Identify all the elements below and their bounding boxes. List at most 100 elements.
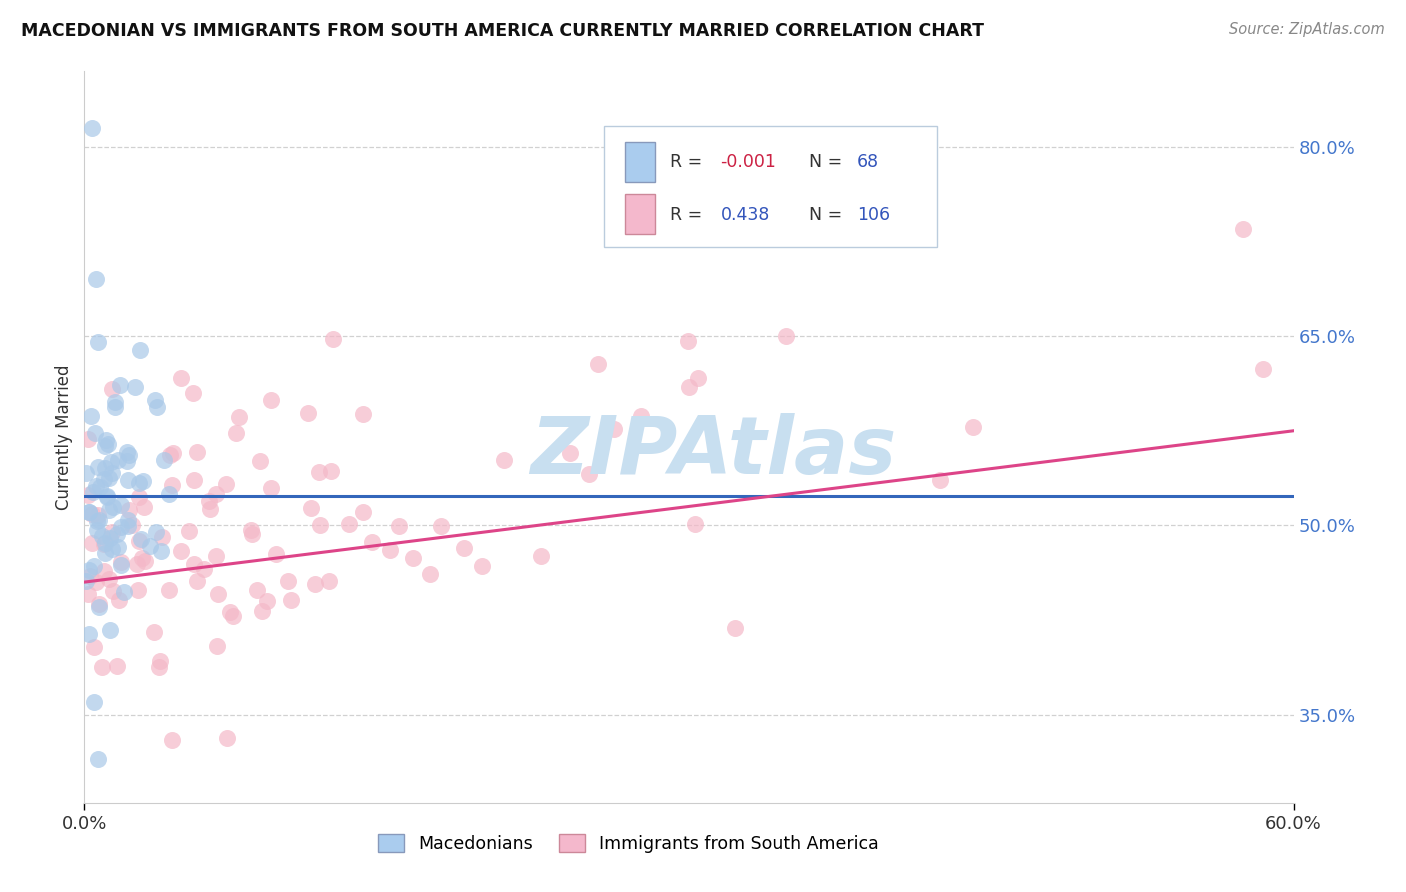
Point [280,593,302,607]
Point [419,566,441,581]
Point [101,466,124,480]
Point [215,477,238,491]
Text: Source: ZipAtlas.com: Source: ZipAtlas.com [1229,22,1385,37]
Point [198,493,221,508]
Point [240,527,263,541]
Point [205,487,228,501]
Point [602,422,624,436]
Text: ZIPAtlas: ZIPAtlas [530,413,896,491]
Point [402,551,425,566]
Point [80,536,103,550]
Point [107,453,129,467]
Point [128,534,150,549]
Point [929,473,952,487]
Point [260,481,283,495]
Point [352,408,374,422]
Point [149,544,172,558]
Point [77,626,100,640]
Point [129,343,152,357]
Text: 68: 68 [858,153,879,170]
Point [724,621,747,635]
Point [1232,222,1254,236]
Point [107,593,129,607]
Point [121,517,143,532]
Point [87,335,110,350]
Point [100,455,122,469]
Text: 0.438: 0.438 [720,206,769,224]
Point [105,658,128,673]
Point [297,406,319,420]
Point [83,559,105,574]
Point [77,505,100,519]
Point [93,472,115,486]
Point [240,524,263,538]
Point [309,517,332,532]
Point [124,380,146,394]
Point [125,557,148,571]
Point [157,582,180,597]
Point [103,395,125,409]
Point [388,518,411,533]
Point [94,535,117,549]
Point [1253,362,1275,376]
Point [110,555,132,569]
Point [218,605,240,619]
Point [256,594,278,608]
Text: R =: R = [669,153,707,170]
Point [110,520,132,534]
Legend: Macedonians, Immigrants from South America: Macedonians, Immigrants from South Ameri… [371,827,886,860]
Point [678,380,700,394]
Point [107,541,129,555]
Point [200,502,222,516]
Point [352,505,374,519]
Point [152,452,174,467]
Point [183,473,205,487]
FancyBboxPatch shape [605,126,936,247]
Point [98,503,121,517]
Point [75,574,97,589]
Point [84,426,107,441]
Point [101,542,124,557]
Y-axis label: Currently Married: Currently Married [55,364,73,510]
Point [143,393,166,408]
Point [110,378,132,392]
Point [361,534,384,549]
Point [159,448,181,462]
Point [87,460,110,475]
Point [96,491,118,505]
Text: -0.001: -0.001 [720,153,776,170]
Point [186,574,208,588]
Point [89,513,111,527]
Point [277,574,299,589]
Point [775,329,797,343]
Point [181,386,204,401]
Text: N =: N = [808,206,848,224]
Point [322,332,344,346]
Point [170,544,193,558]
Text: 106: 106 [858,206,890,224]
Point [79,569,101,583]
Point [82,121,104,136]
Point [186,444,208,458]
Point [94,433,117,447]
Point [97,470,120,484]
Point [157,487,180,501]
Point [170,370,193,384]
Point [90,529,112,543]
Point [225,426,247,441]
Point [118,449,141,463]
Point [630,409,652,423]
Point [101,583,124,598]
Point [160,478,183,492]
Point [103,500,125,515]
Point [134,554,156,568]
Point [586,358,609,372]
Point [249,454,271,468]
Point [471,558,494,573]
Point [217,731,239,746]
Point [962,420,984,434]
Point [299,501,322,516]
Point [260,393,283,408]
Point [128,490,150,504]
FancyBboxPatch shape [624,142,655,182]
